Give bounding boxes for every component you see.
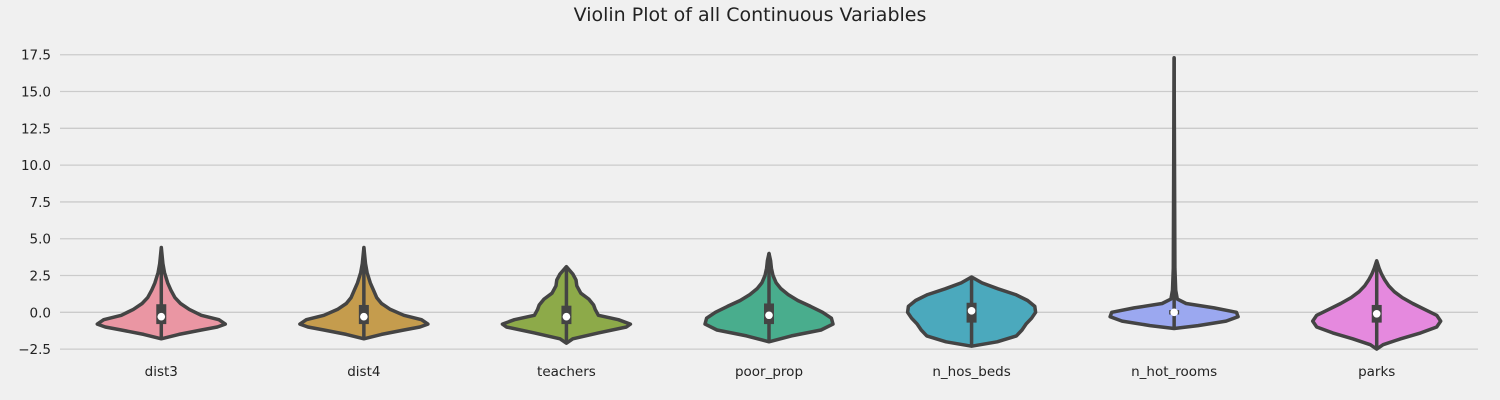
y-tick-label: 15.0 (21, 85, 51, 101)
x-tick-label-teachers: teachers (537, 364, 596, 380)
y-tick-label: 0.0 (30, 305, 51, 321)
median-marker-dist3 (157, 312, 166, 321)
x-tick-label-dist3: dist3 (145, 364, 178, 380)
median-marker-parks (1372, 309, 1381, 318)
y-tick-label: 17.5 (21, 48, 51, 64)
median-marker-teachers (562, 312, 571, 321)
y-tick-label: 5.0 (30, 232, 51, 248)
y-tick-label: 10.0 (21, 158, 51, 174)
x-tick-label-n_hot_rooms: n_hot_rooms (1131, 364, 1217, 380)
y-tick-label: 7.5 (30, 195, 51, 211)
median-marker-dist4 (360, 312, 368, 321)
median-marker-poor_prop (765, 311, 773, 320)
x-tick-label-parks: parks (1358, 364, 1395, 380)
x-tick-label-dist4: dist4 (347, 364, 380, 380)
x-tick-label-n_hos_beds: n_hos_beds (932, 364, 1010, 380)
chart-title: Violin Plot of all Continuous Variables (573, 4, 927, 26)
y-tick-label: 12.5 (21, 121, 51, 137)
x-tick-label-poor_prop: poor_prop (735, 364, 803, 380)
y-tick-label: 2.5 (30, 269, 51, 285)
median-marker-n_hos_beds (967, 307, 976, 315)
y-tick-label: −2.5 (18, 342, 51, 358)
median-marker-n_hot_rooms (1170, 308, 1178, 317)
